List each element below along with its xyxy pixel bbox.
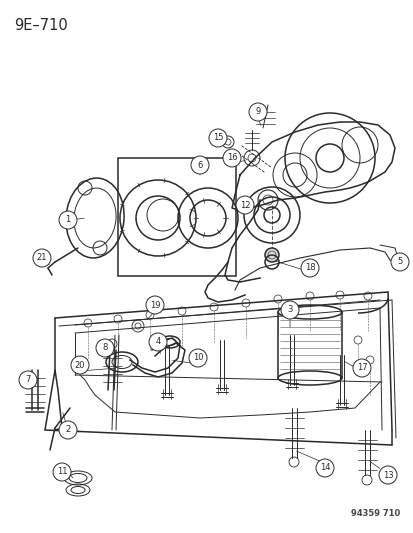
Text: 4: 4	[155, 337, 160, 346]
Circle shape	[280, 301, 298, 319]
Circle shape	[59, 421, 77, 439]
Circle shape	[190, 156, 209, 174]
Text: 94359 710: 94359 710	[350, 509, 399, 518]
Circle shape	[33, 249, 51, 267]
Circle shape	[71, 356, 89, 374]
Text: 13: 13	[382, 471, 392, 480]
Text: 3: 3	[287, 305, 292, 314]
Circle shape	[352, 359, 370, 377]
Circle shape	[146, 296, 164, 314]
Text: 12: 12	[239, 200, 249, 209]
Circle shape	[315, 459, 333, 477]
Text: 16: 16	[226, 154, 237, 163]
Bar	[118, 158, 235, 276]
Circle shape	[235, 196, 254, 214]
Text: 5: 5	[396, 257, 402, 266]
Circle shape	[209, 129, 226, 147]
Text: 9: 9	[255, 108, 260, 117]
Text: 11: 11	[57, 467, 67, 477]
Circle shape	[149, 333, 166, 351]
Text: 15: 15	[212, 133, 223, 142]
Circle shape	[59, 211, 77, 229]
Text: 6: 6	[197, 160, 202, 169]
Circle shape	[189, 349, 206, 367]
Circle shape	[96, 339, 114, 357]
Text: 14: 14	[319, 464, 330, 472]
Circle shape	[264, 248, 278, 262]
Circle shape	[19, 371, 37, 389]
Circle shape	[390, 253, 408, 271]
Text: 1: 1	[65, 215, 71, 224]
Text: 8: 8	[102, 343, 107, 352]
Circle shape	[53, 463, 71, 481]
Text: 17: 17	[356, 364, 366, 373]
Circle shape	[248, 103, 266, 121]
Circle shape	[300, 259, 318, 277]
Text: 9E–710: 9E–710	[14, 18, 68, 33]
Text: 10: 10	[192, 353, 203, 362]
Text: 21: 21	[37, 254, 47, 262]
Text: 18: 18	[304, 263, 315, 272]
Circle shape	[223, 149, 240, 167]
Text: 7: 7	[25, 376, 31, 384]
Text: 19: 19	[150, 301, 160, 310]
Circle shape	[378, 466, 396, 484]
Text: 20: 20	[75, 360, 85, 369]
Text: 2: 2	[65, 425, 71, 434]
